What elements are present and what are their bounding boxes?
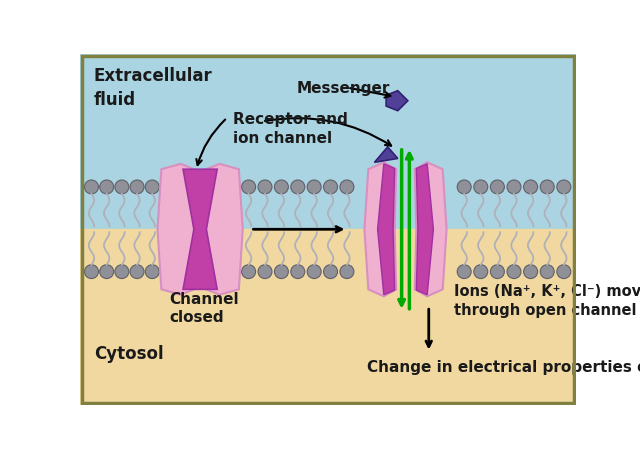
Bar — [80, 55, 576, 230]
Circle shape — [340, 265, 354, 279]
Circle shape — [540, 265, 554, 279]
Circle shape — [324, 265, 337, 279]
Circle shape — [490, 265, 504, 279]
Circle shape — [145, 265, 159, 279]
Circle shape — [291, 265, 305, 279]
Circle shape — [115, 265, 129, 279]
Circle shape — [242, 181, 255, 194]
Text: Change in electrical properties of cell: Change in electrical properties of cell — [367, 359, 640, 374]
Text: Ions (Na⁺, K⁺, Cl⁻) move
through open channel: Ions (Na⁺, K⁺, Cl⁻) move through open ch… — [454, 283, 640, 317]
Bar — [80, 230, 576, 405]
Polygon shape — [417, 164, 433, 295]
Circle shape — [291, 181, 305, 194]
Text: Receptor and
ion channel: Receptor and ion channel — [233, 112, 348, 146]
Circle shape — [340, 181, 354, 194]
Circle shape — [307, 265, 321, 279]
Circle shape — [557, 265, 571, 279]
Circle shape — [242, 265, 255, 279]
Circle shape — [490, 181, 504, 194]
Circle shape — [130, 265, 144, 279]
Circle shape — [457, 181, 471, 194]
Circle shape — [130, 181, 144, 194]
Polygon shape — [378, 164, 395, 295]
Text: Cytosol: Cytosol — [94, 345, 164, 363]
Circle shape — [507, 265, 521, 279]
Circle shape — [258, 181, 272, 194]
Circle shape — [474, 181, 488, 194]
Circle shape — [275, 265, 289, 279]
Circle shape — [524, 265, 538, 279]
Text: Extracellular
fluid: Extracellular fluid — [94, 67, 212, 108]
Text: Messenger: Messenger — [297, 81, 390, 96]
Circle shape — [258, 265, 272, 279]
Polygon shape — [386, 91, 408, 111]
Circle shape — [457, 265, 471, 279]
Polygon shape — [157, 164, 194, 295]
Circle shape — [507, 181, 521, 194]
Circle shape — [540, 181, 554, 194]
Circle shape — [115, 181, 129, 194]
Circle shape — [324, 181, 337, 194]
Circle shape — [100, 181, 114, 194]
Polygon shape — [364, 163, 396, 297]
Circle shape — [524, 181, 538, 194]
Circle shape — [275, 181, 289, 194]
Polygon shape — [183, 170, 217, 290]
Text: Channel
closed: Channel closed — [169, 291, 239, 325]
Circle shape — [100, 265, 114, 279]
Polygon shape — [374, 147, 397, 163]
Circle shape — [145, 181, 159, 194]
Circle shape — [557, 181, 571, 194]
Circle shape — [84, 181, 99, 194]
Polygon shape — [415, 163, 447, 297]
Circle shape — [474, 265, 488, 279]
Circle shape — [84, 265, 99, 279]
Polygon shape — [206, 164, 243, 295]
Circle shape — [307, 181, 321, 194]
